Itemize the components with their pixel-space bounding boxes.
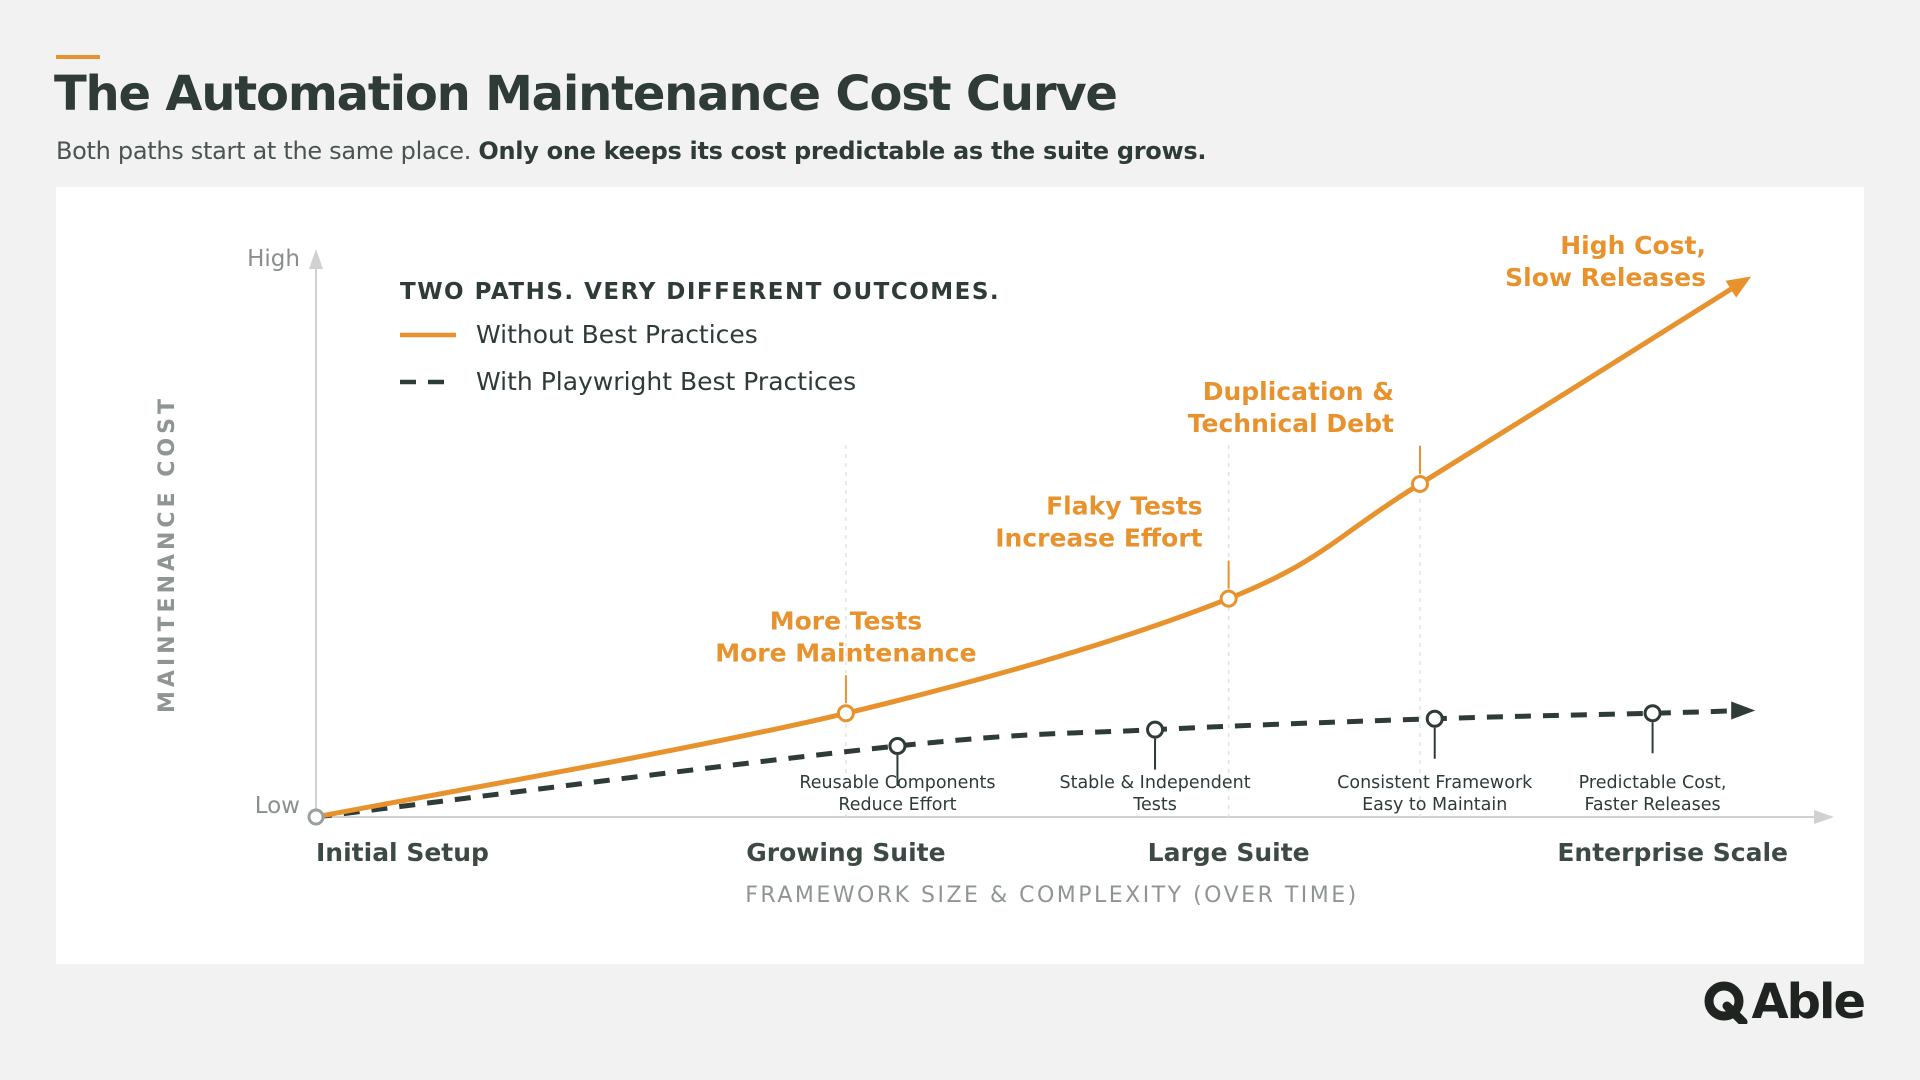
orange-data-point: [1411, 474, 1429, 493]
q-logo-icon: [1704, 981, 1748, 1024]
orange-line-arrow-icon: [1725, 276, 1752, 298]
page-subtitle: Both paths start at the same place. Only…: [56, 137, 1206, 165]
dark-data-point: [1643, 704, 1662, 723]
orange-annotation-label: Technical Debt: [1188, 409, 1394, 438]
series-line-with-best-practices: [315, 708, 1734, 820]
x-axis-arrow-icon: [1814, 810, 1834, 824]
y-axis-title: MAINTENANCE COST: [155, 395, 180, 713]
dark-annotation-label: Faster Releases: [1584, 795, 1720, 815]
y-tick-low: Low: [255, 793, 300, 819]
x-tick-label: Initial Setup: [316, 838, 489, 867]
orange-data-point: [1219, 589, 1238, 608]
dark-line-arrow-icon: [1731, 701, 1756, 720]
page-title: The Automation Maintenance Cost Curve: [54, 66, 1118, 122]
dark-annotation-label: Tests: [1132, 795, 1177, 815]
orange-end-label: High Cost,: [1560, 231, 1706, 260]
orange-annotation-label: Flaky Tests: [1046, 492, 1203, 521]
y-axis-arrow-icon: [309, 249, 323, 269]
subtitle-bold: Only one keeps its cost predictable as t…: [478, 137, 1207, 165]
dark-annotation-label: Predictable Cost,: [1579, 773, 1727, 793]
legend-label-0: Without Best Practices: [476, 320, 758, 349]
qable-logo: Able: [1703, 974, 1866, 1030]
subtitle-plain: Both paths start at the same place.: [56, 137, 472, 165]
orange-annotation-label: More Tests: [770, 606, 922, 635]
dark-annotation-label: Consistent Framework: [1337, 773, 1533, 793]
title-accent-rule: [56, 55, 100, 59]
dark-annotation-label: Easy to Maintain: [1362, 795, 1507, 815]
orange-data-point: [836, 704, 855, 723]
cost-curve-chart: Low High MAINTENANCE COST Initial Setup Grow…: [155, 231, 1834, 908]
x-tick-label: Enterprise Scale: [1557, 838, 1788, 867]
logo-wordmark: Able: [1751, 974, 1866, 1030]
legend-label-1: With Playwright Best Practices: [476, 367, 856, 396]
dark-annotation-label: Reduce Effort: [838, 795, 956, 815]
origin-marker: [307, 808, 325, 826]
orange-annotation-label: More Maintenance: [715, 638, 976, 667]
y-tick-high: High: [247, 246, 300, 272]
dark-annotation-label: Stable & Independent: [1059, 773, 1250, 793]
dark-data-point: [1425, 709, 1444, 728]
dark-data-point: [888, 737, 907, 756]
x-tick-label: Growing Suite: [746, 838, 945, 867]
orange-annotation-label: Increase Effort: [995, 524, 1202, 553]
legend-title: TWO PATHS. VERY DIFFERENT OUTCOMES.: [400, 279, 1000, 305]
chart-card: Low High MAINTENANCE COST Initial Setup Grow…: [56, 187, 1864, 964]
x-axis-title: FRAMEWORK SIZE & COMPLEXITY (OVER TIME): [745, 883, 1358, 908]
orange-end-label: Slow Releases: [1505, 263, 1706, 292]
dark-annotation-label: Reusable Components: [799, 773, 995, 793]
series-line-without-best-practices: [313, 283, 1739, 820]
orange-annotation-label: Duplication &: [1203, 377, 1394, 406]
x-tick-label: Large Suite: [1148, 838, 1310, 867]
dark-data-point: [1146, 720, 1165, 739]
